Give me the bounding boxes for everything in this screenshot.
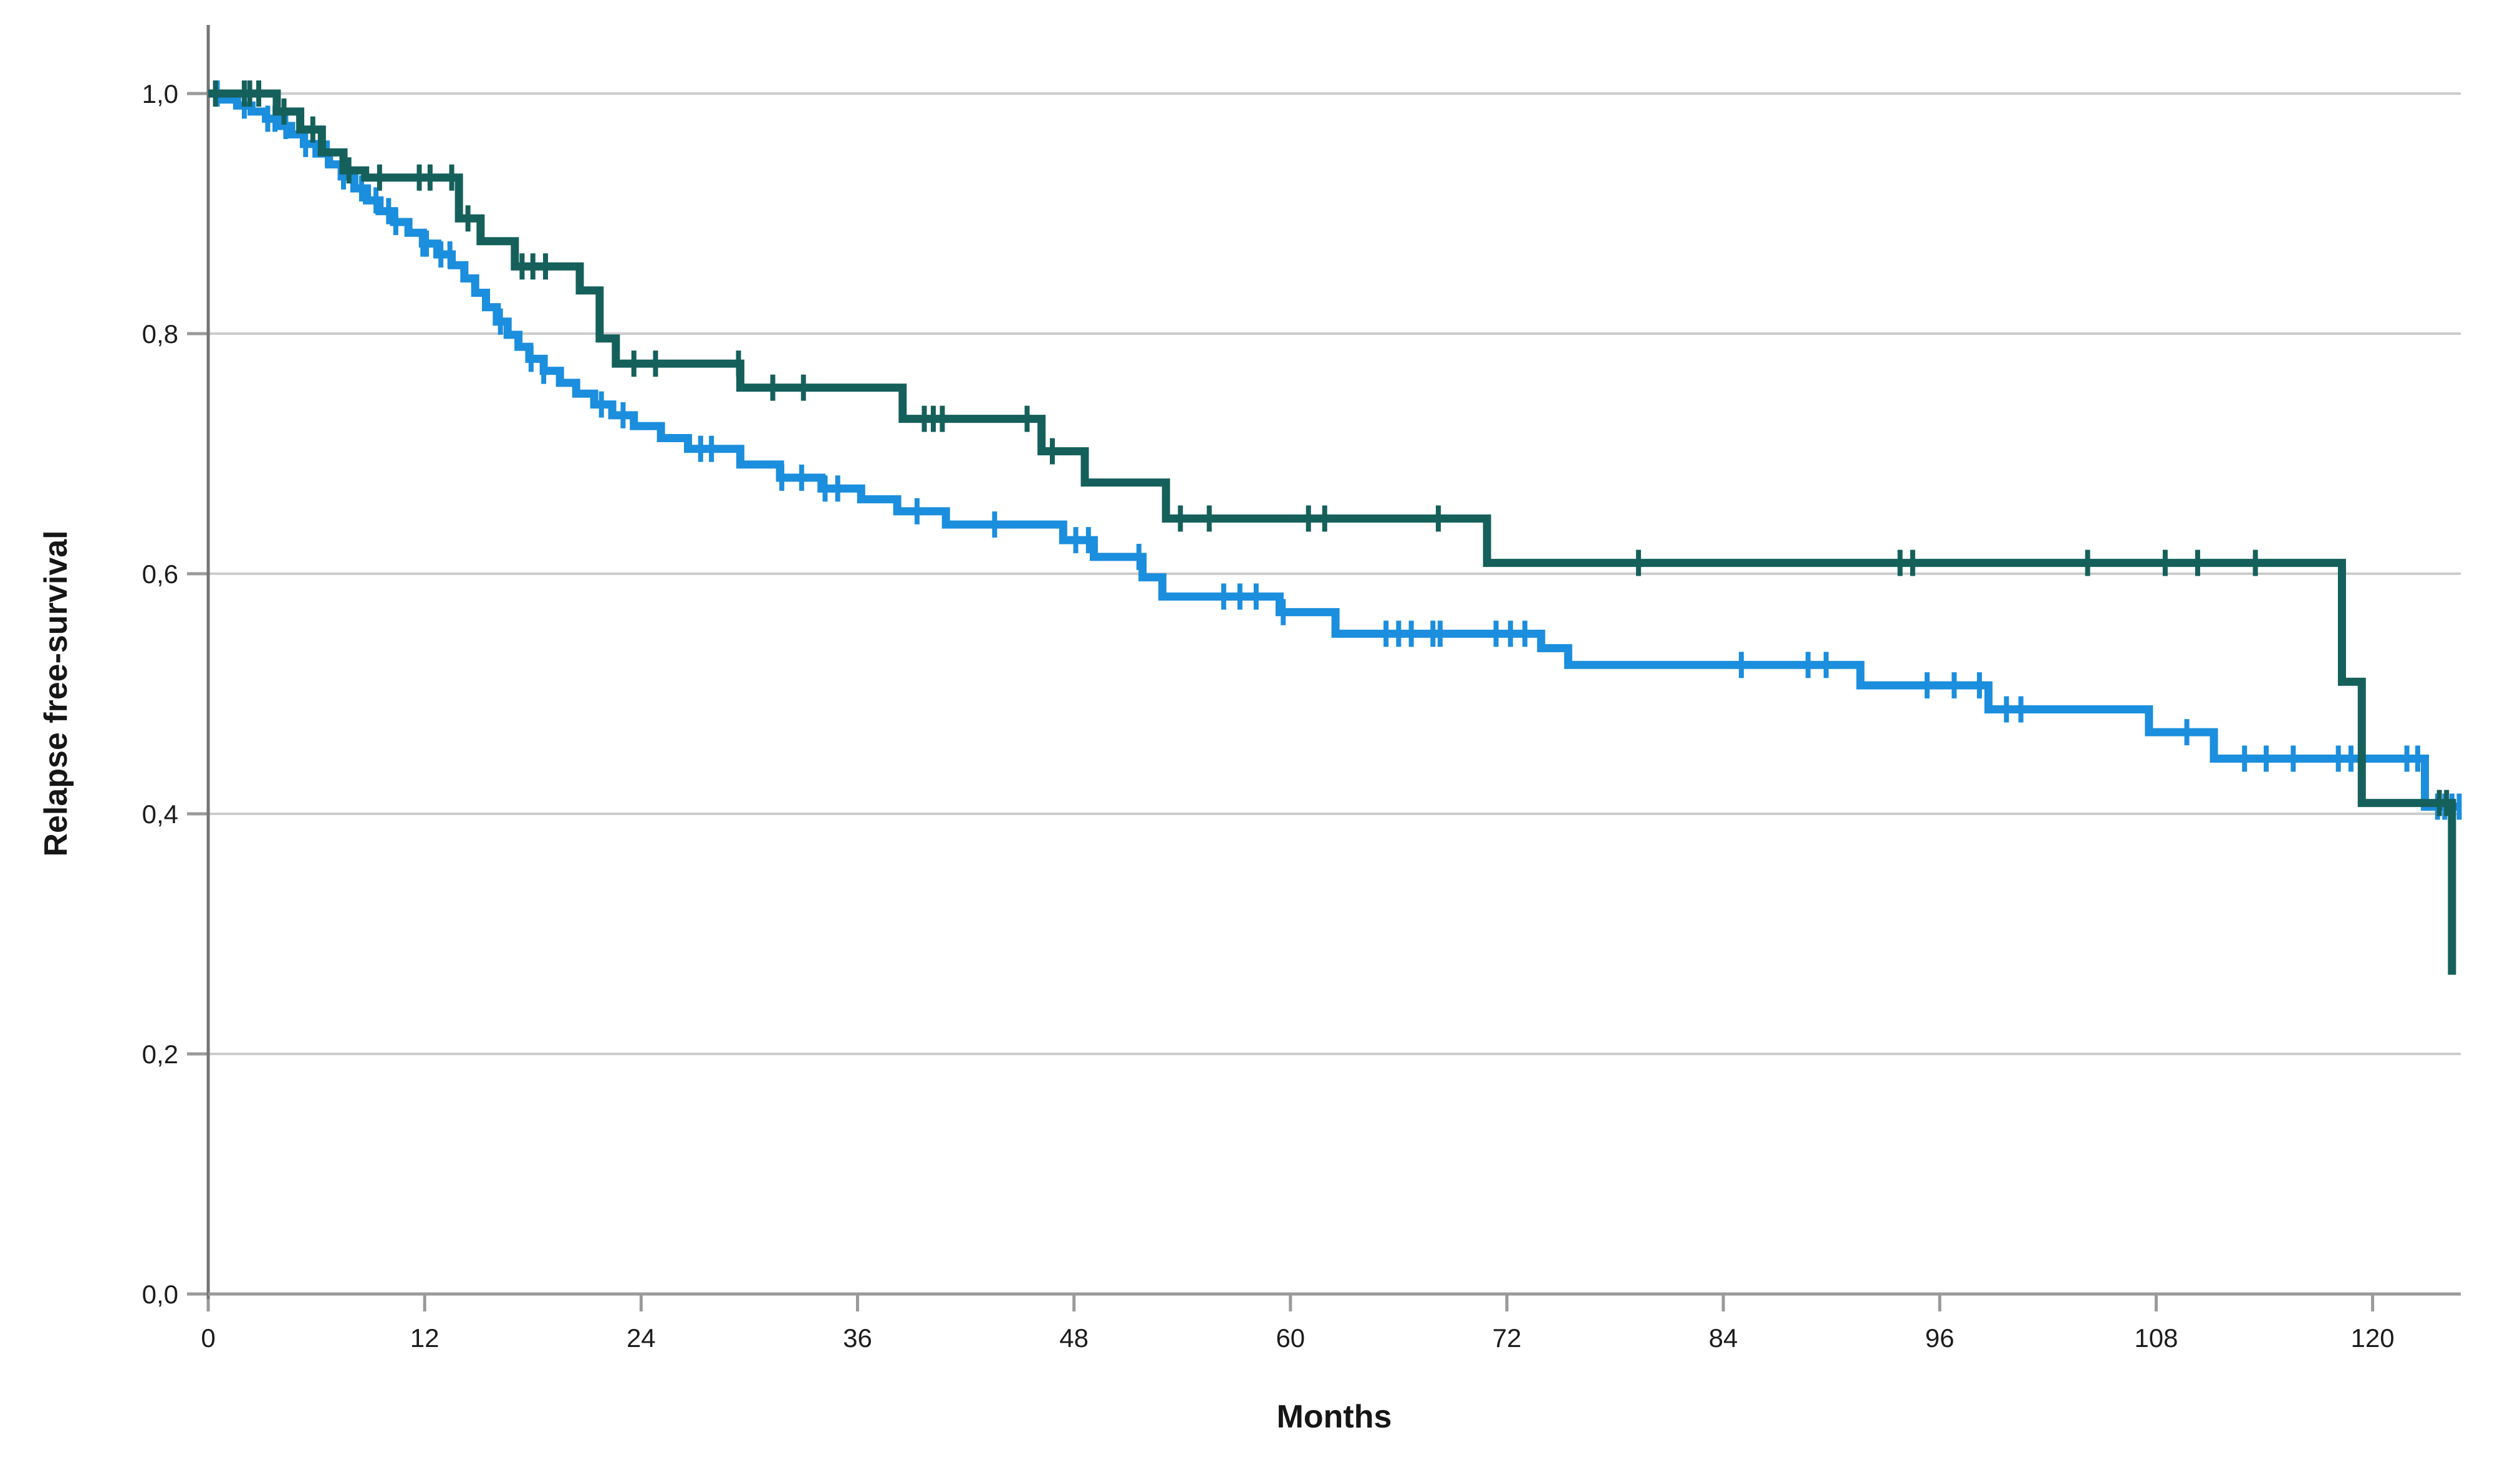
y-tick-label: 0,8 bbox=[142, 319, 178, 349]
y-tick-label: 1,0 bbox=[142, 79, 178, 109]
x-tick-label: 36 bbox=[843, 1323, 872, 1353]
x-tick-label: 48 bbox=[1059, 1323, 1089, 1353]
series-blue-group bbox=[208, 80, 2462, 820]
survival-curve-green-group bbox=[208, 89, 2456, 975]
y-tick-label: 0,6 bbox=[142, 559, 178, 589]
series-green-group bbox=[208, 80, 2456, 975]
x-tick-label: 108 bbox=[2134, 1323, 2178, 1353]
tick-labels-group: 0,0 0,2 0,4 0,6 0,8 1,0 0 12 24 36 48 60 72 84 96 108 12… bbox=[142, 79, 2395, 1353]
x-tick-label: 60 bbox=[1276, 1323, 1305, 1353]
x-tick-label: 0 bbox=[201, 1323, 215, 1353]
y-tick-label: 0,4 bbox=[142, 799, 178, 829]
x-tick-label: 72 bbox=[1493, 1323, 1522, 1353]
y-tick-label: 0,0 bbox=[142, 1280, 178, 1309]
x-tick-label: 96 bbox=[1925, 1323, 1955, 1353]
gridlines-group bbox=[208, 92, 2461, 1055]
x-tick-label: 12 bbox=[410, 1323, 440, 1353]
x-tick-label: 84 bbox=[1709, 1323, 1738, 1353]
x-axis-title: Months bbox=[1276, 1399, 1392, 1435]
ticks-group bbox=[187, 92, 2375, 1311]
x-tick-label: 120 bbox=[2351, 1323, 2395, 1353]
x-tick-label: 24 bbox=[627, 1323, 656, 1353]
y-tick-label: 0,2 bbox=[142, 1040, 178, 1069]
survival-curve-blue-group bbox=[208, 89, 2461, 811]
